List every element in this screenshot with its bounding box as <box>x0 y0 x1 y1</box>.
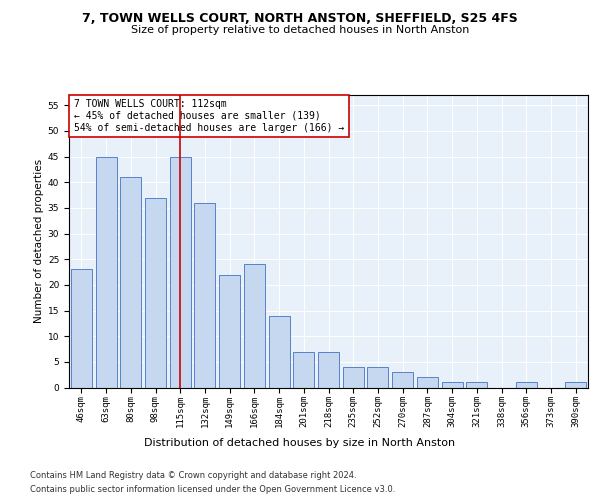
Text: Size of property relative to detached houses in North Anston: Size of property relative to detached ho… <box>131 25 469 35</box>
Bar <box>120 177 141 388</box>
Bar <box>145 198 166 388</box>
Bar <box>392 372 413 388</box>
Bar <box>293 352 314 388</box>
Bar <box>466 382 487 388</box>
Bar <box>565 382 586 388</box>
Bar <box>95 156 116 388</box>
Text: 7, TOWN WELLS COURT, NORTH ANSTON, SHEFFIELD, S25 4FS: 7, TOWN WELLS COURT, NORTH ANSTON, SHEFF… <box>82 12 518 26</box>
Bar <box>269 316 290 388</box>
Bar <box>244 264 265 388</box>
Bar <box>194 203 215 388</box>
Text: Contains HM Land Registry data © Crown copyright and database right 2024.: Contains HM Land Registry data © Crown c… <box>30 472 356 480</box>
Bar <box>442 382 463 388</box>
Bar <box>318 352 339 388</box>
Bar <box>516 382 537 388</box>
Text: 7 TOWN WELLS COURT: 112sqm
← 45% of detached houses are smaller (139)
54% of sem: 7 TOWN WELLS COURT: 112sqm ← 45% of deta… <box>74 100 344 132</box>
Bar <box>71 270 92 388</box>
Y-axis label: Number of detached properties: Number of detached properties <box>34 159 44 324</box>
Text: Distribution of detached houses by size in North Anston: Distribution of detached houses by size … <box>145 438 455 448</box>
Bar <box>417 377 438 388</box>
Bar <box>367 367 388 388</box>
Bar <box>343 367 364 388</box>
Bar <box>219 274 240 388</box>
Bar <box>170 156 191 388</box>
Text: Contains public sector information licensed under the Open Government Licence v3: Contains public sector information licen… <box>30 484 395 494</box>
